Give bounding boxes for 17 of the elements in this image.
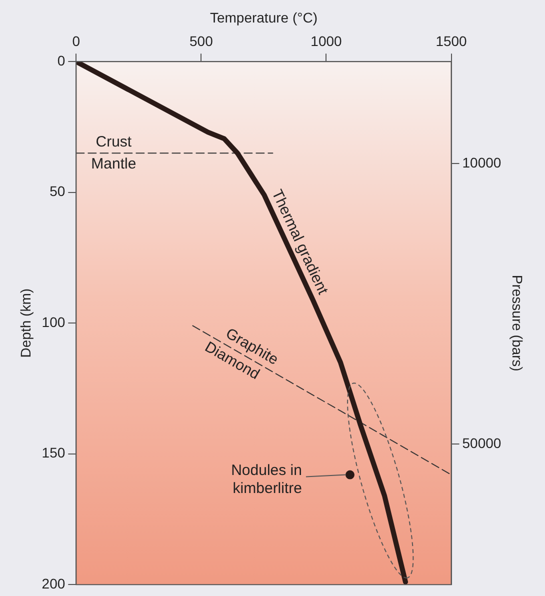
y-tick-label: 100 — [42, 314, 66, 330]
x-axis-title: Temperature (°C) — [210, 9, 318, 26]
annotation: Crust — [96, 133, 132, 150]
annotation: Mantle — [91, 155, 136, 172]
y-tick-label: 0 — [57, 52, 66, 68]
x-tick-label: 1500 — [436, 33, 468, 50]
y2-tick-label: 10000 — [462, 154, 502, 170]
x-tick-label: 1000 — [310, 33, 342, 50]
y-tick-label: 50 — [50, 183, 66, 200]
annotation: Nodules in kimberlitre — [231, 462, 302, 497]
x-tick-label: 0 — [72, 33, 80, 50]
x-tick-label: 500 — [190, 33, 214, 50]
y-axis-title: Depth (km) — [17, 288, 34, 358]
y-tick-label: 200 — [42, 575, 66, 592]
y2-tick-label: 50000 — [462, 435, 502, 452]
y-tick-label: 150 — [42, 444, 66, 461]
y2-axis-title: Pressure (bars) — [510, 274, 526, 372]
